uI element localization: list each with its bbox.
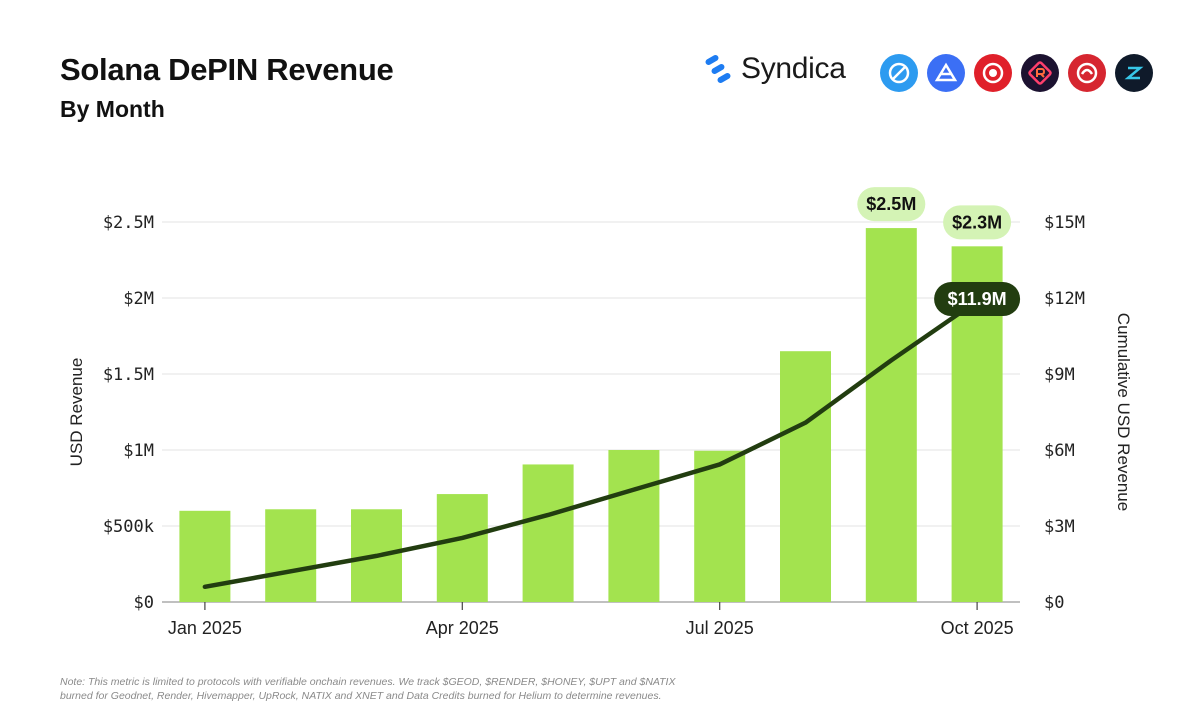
y2-tick-label: $6M [1044, 441, 1075, 461]
y-tick-label: $2.5M [103, 213, 154, 233]
helium-icon [880, 54, 918, 92]
y-tick-label: $0 [134, 593, 154, 613]
y2-tick-label: $15M [1044, 213, 1085, 233]
bar [436, 494, 488, 602]
y-axis-title: USD Revenue [67, 358, 86, 467]
natix-icon [1115, 54, 1153, 92]
syndica-logo-icon [705, 55, 731, 83]
data-label: $2.3M [952, 212, 1002, 232]
hivemapper-icon [927, 54, 965, 92]
bar [522, 464, 574, 602]
x-tick-label: Jan 2025 [168, 618, 242, 638]
render-icon [1021, 54, 1059, 92]
syndica-brand: Syndica [703, 52, 846, 86]
data-label: $2.5M [866, 194, 916, 214]
uprock-icon [1068, 54, 1106, 92]
footnote: Note: This metric is limited to protocol… [60, 676, 676, 702]
geodnet-icon [974, 54, 1012, 92]
bar [694, 450, 746, 602]
x-tick-label: Apr 2025 [426, 618, 499, 638]
x-tick-label: Jul 2025 [686, 618, 754, 638]
x-tick-label: Oct 2025 [941, 618, 1014, 638]
y-tick-label: $500k [103, 517, 154, 537]
partner-logos [880, 54, 1153, 92]
y2-axis-title: Cumulative USD Revenue [1114, 313, 1133, 511]
data-label-pill [934, 282, 1021, 317]
y-tick-label: $1M [123, 441, 154, 461]
data-label: $11.9M [948, 289, 1007, 309]
data-label-pill [943, 205, 1012, 240]
y-tick-label: $1.5M [103, 365, 154, 385]
y-tick-label: $2M [123, 289, 154, 309]
bar [608, 450, 660, 602]
y2-tick-label: $12M [1044, 289, 1085, 309]
bar [780, 351, 831, 602]
cumulative-line [202, 298, 980, 590]
bar [865, 228, 917, 602]
brand-name: Syndica [741, 52, 846, 85]
y2-tick-label: $0 [1044, 593, 1064, 613]
y2-tick-label: $3M [1044, 517, 1075, 537]
chart-title: Solana DePIN Revenue [60, 52, 394, 87]
y2-tick-label: $9M [1044, 365, 1075, 385]
bar [265, 509, 317, 602]
chart-subtitle: By Month [60, 96, 165, 122]
data-label-pill [857, 187, 926, 222]
